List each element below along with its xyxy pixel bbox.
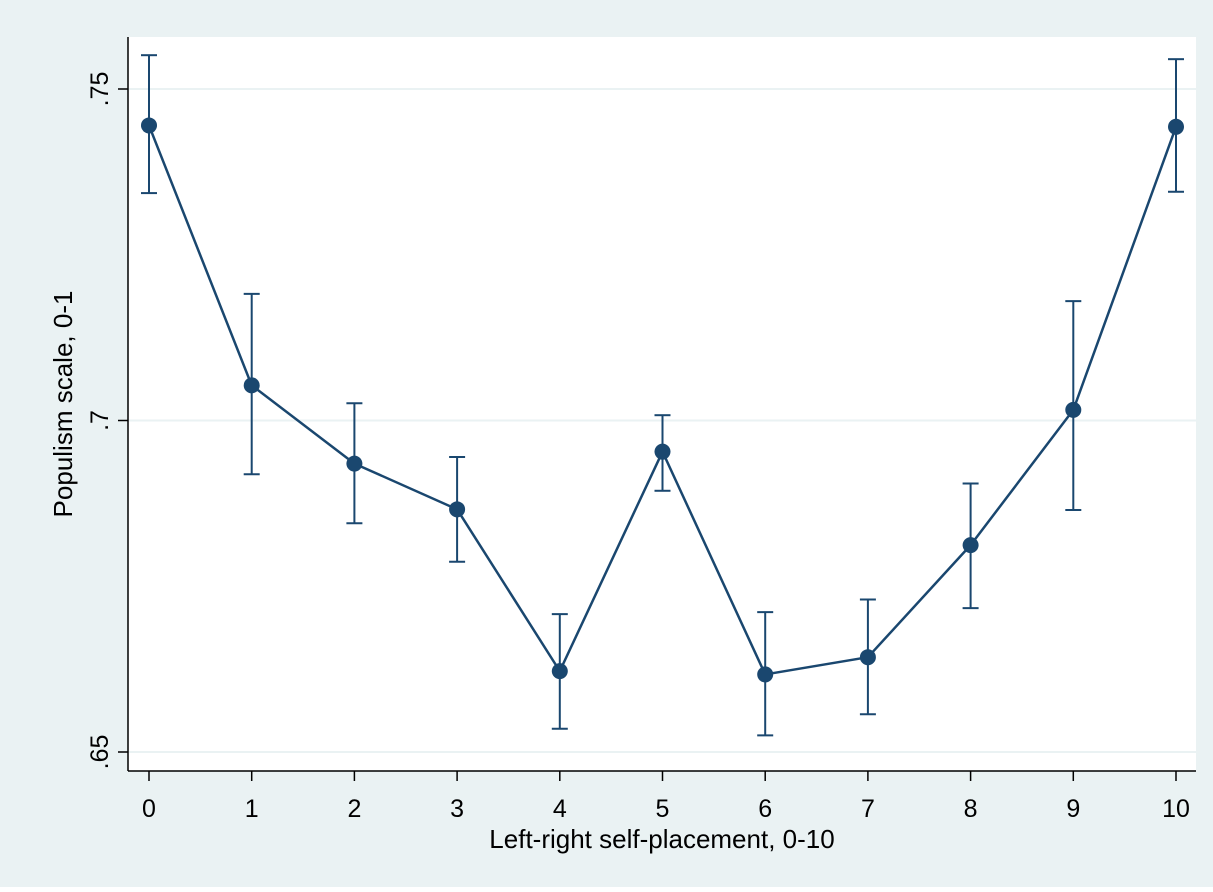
data-point	[449, 501, 466, 518]
x-tick-label: 0	[142, 795, 156, 823]
x-tick-label: 5	[656, 795, 670, 823]
data-point	[962, 537, 979, 554]
x-tick-label: 8	[964, 795, 978, 823]
x-tick-label: 3	[450, 795, 464, 823]
data-point	[859, 649, 876, 666]
data-point	[551, 663, 568, 680]
x-tick-label: 9	[1066, 795, 1080, 823]
x-tick-label: 1	[245, 795, 259, 823]
y-tick-label: .7	[86, 410, 114, 431]
data-point	[1168, 118, 1184, 135]
axis-layer: .65 .7 .75 0 1 2 3 4 5 6 7 8 9 10	[86, 37, 1196, 823]
series-layer	[141, 54, 1184, 737]
y-tick-label: .65	[86, 735, 114, 770]
data-point	[346, 455, 363, 472]
x-tick-label: 4	[553, 795, 567, 823]
data-point	[243, 377, 260, 394]
y-tick-label: .75	[86, 72, 114, 107]
y-axis-title: Populism scale, 0-1	[48, 291, 78, 518]
x-axis-title: Left-right self-placement, 0-10	[489, 824, 834, 854]
data-point	[141, 117, 157, 134]
data-point	[1065, 401, 1082, 418]
data-point	[654, 443, 671, 460]
x-tick-label: 7	[861, 795, 875, 823]
data-point	[757, 666, 774, 683]
plot-background	[128, 37, 1196, 771]
x-tick-label: 10	[1162, 795, 1190, 823]
x-tick-label: 6	[758, 795, 772, 823]
x-tick-label: 2	[347, 795, 361, 823]
